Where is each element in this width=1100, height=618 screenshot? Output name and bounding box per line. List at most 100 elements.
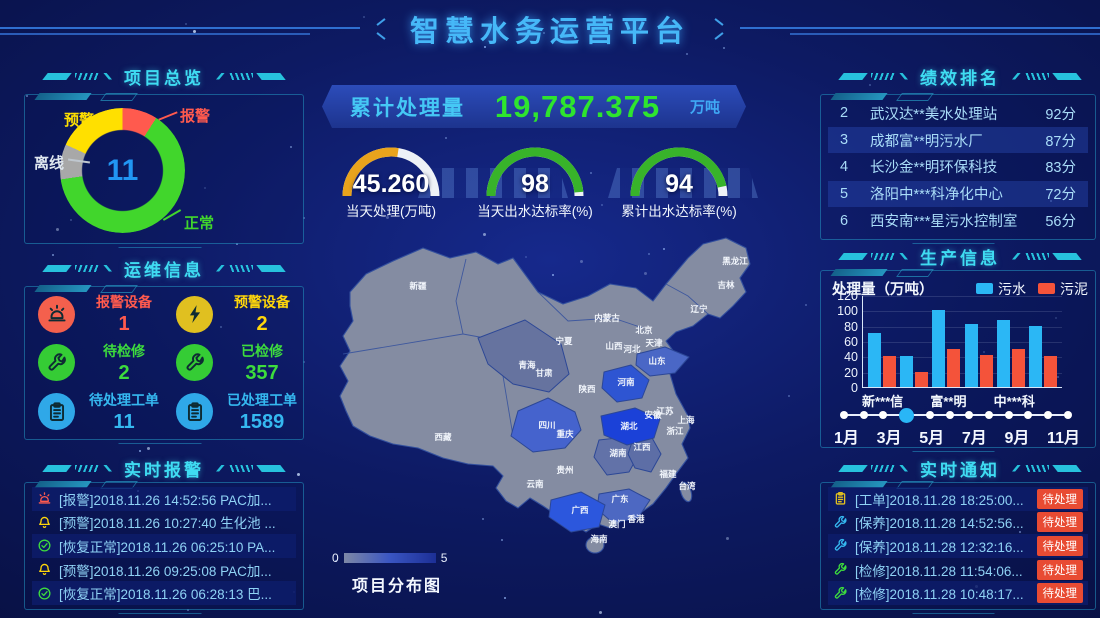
province-label-安徽[interactable]: 安徽 [644,410,662,420]
notification-row[interactable]: [保养]2018.11.28 14:52:56... 待处理 [828,511,1088,535]
province-label-台湾[interactable]: 台湾 [678,481,696,491]
province-label-甘肃[interactable]: 甘肃 [535,368,553,378]
ops-item-1[interactable]: 预警设备 2 [164,290,302,339]
pending-badge[interactable]: 待处理 [1036,512,1083,533]
province-label-贵州[interactable]: 贵州 [556,465,573,475]
province-label-天津[interactable]: 天津 [645,338,663,348]
province-label-内蒙古[interactable]: 内蒙古 [594,313,620,323]
province-label-云南[interactable]: 云南 [526,479,544,489]
timeline-month[interactable]: 5月 [919,430,945,447]
timeline-dot-8[interactable] [985,411,994,419]
timeline-dot-12[interactable] [1063,411,1072,419]
gauge-value: 94 [665,170,693,198]
province-label-江西[interactable]: 江西 [633,442,651,452]
pending-badge[interactable]: 待处理 [1036,583,1083,604]
donut-label-offline[interactable]: 离线 [34,155,65,172]
province-label-河南[interactable]: 河南 [617,377,635,387]
pending-badge[interactable]: 待处理 [1036,559,1083,580]
timeline-dot-4[interactable] [899,407,915,423]
timeline-month[interactable]: 9月 [1004,430,1030,447]
province-label-吉林[interactable]: 吉林 [717,280,735,290]
province-label-广东[interactable]: 广东 [611,494,629,504]
province-label-湖南[interactable]: 湖南 [609,448,627,458]
province-label-重庆[interactable]: 重庆 [556,429,574,439]
bar-sewage[interactable] [900,356,914,387]
province-label-澳门[interactable]: 澳门 [608,519,625,529]
province-label-四川[interactable]: 四川 [538,420,555,430]
bar-sludge[interactable] [1043,356,1057,387]
bar-sludge[interactable] [915,372,929,387]
timeline-dot-3[interactable] [879,411,888,419]
province-label-青海[interactable]: 青海 [518,360,536,370]
province-label-新疆[interactable]: 新疆 [409,281,427,291]
province-label-陕西[interactable]: 陕西 [578,384,596,394]
ops-item-4[interactable]: 待处理工单 11 [26,387,164,436]
bar-sewage[interactable] [964,324,978,387]
pending-badge[interactable]: 待处理 [1036,535,1083,556]
notification-row[interactable]: [检修]2018.11.28 11:54:06... 待处理 [828,558,1088,582]
province-label-浙江[interactable]: 浙江 [666,426,684,436]
timeline-dot-11[interactable] [1044,411,1053,419]
project-status-donut-chart[interactable]: 11 [60,108,185,233]
ranking-row[interactable]: 4 长沙金**明环保科技 83分 [828,154,1088,180]
bar-sludge[interactable] [947,349,961,387]
province-label-福建[interactable]: 福建 [658,469,677,479]
china-map[interactable]: 新疆 黑龙江吉林辽宁北京天津河北山西 内蒙古宁夏青海甘肃陕西 山东河南江苏安徽上海浙江… [313,226,783,571]
province-label-山东[interactable]: 山东 [648,356,666,366]
province-label-山西[interactable]: 山西 [605,341,623,351]
timeline-dot-1[interactable] [840,411,848,419]
timeline-dot-9[interactable] [1004,411,1013,419]
ops-item-3[interactable]: 已检修 357 [164,339,302,388]
timeline-month[interactable]: 3月 [876,430,902,447]
timeline-dot-6[interactable] [945,411,954,419]
ranking-row[interactable]: 5 洛阳中***科净化中心 72分 [828,180,1088,207]
donut-label-warning[interactable]: 预警 [64,112,95,129]
timeline-month[interactable]: 11月 [1047,430,1080,447]
alarm-row[interactable]: [预警]2018.11.26 09:25:08 PAC加... [32,558,296,582]
timeline-month[interactable]: 7月 [961,430,987,447]
bar-sewage[interactable] [1028,326,1042,387]
ops-item-2[interactable]: 待检修 2 [26,339,164,388]
province-label-黑龙江[interactable]: 黑龙江 [722,256,748,266]
province-label-北京[interactable]: 北京 [635,325,653,335]
province-label-辽宁[interactable]: 辽宁 [690,304,708,314]
ranking-row[interactable]: 2 武汉达**美水处理站 92分 [828,100,1088,126]
province-label-海南[interactable]: 海南 [590,534,608,544]
bar-sewage[interactable] [868,333,882,387]
alarm-row[interactable]: [恢复正常]2018.11.26 06:28:13 巴... [32,581,296,605]
bar-sludge[interactable] [1011,349,1025,387]
ops-item-0[interactable]: 报警设备 1 [26,290,164,339]
pending-badge[interactable]: 待处理 [1036,488,1083,509]
bar-sludge[interactable] [883,356,897,387]
legend-item-sludge[interactable]: 污泥 [1038,279,1088,299]
donut-label-alarm[interactable]: 报警 [180,108,211,125]
notification-row[interactable]: [工单]2018.11.28 18:25:00... 待处理 [828,487,1088,511]
province-label-河北[interactable]: 河北 [623,344,641,354]
gauge-label: 当天出水达标率(%) [477,204,593,219]
timeline-dot-2[interactable] [859,411,868,419]
timeline-month[interactable]: 1月 [834,430,859,447]
timeline-dot-10[interactable] [1024,411,1033,419]
province-label-广西[interactable]: 广西 [571,505,589,515]
alarm-row[interactable]: [恢复正常]2018.11.26 06:25:10 PA... [32,534,296,558]
notification-row[interactable]: [检修]2018.11.28 10:48:17... 待处理 [828,581,1088,605]
ops-item-5[interactable]: 已处理工单 1589 [164,387,302,436]
ranking-row[interactable]: 3 成都富**明污水厂 87分 [828,127,1088,154]
province-label-西藏[interactable]: 西藏 [434,432,452,442]
alarm-row[interactable]: [预警]2018.11.26 10:27:40 生化池 ... [32,511,296,535]
province-label-江苏[interactable]: 江苏 [656,406,674,416]
timeline-dot-7[interactable] [965,411,974,419]
alarm-row[interactable]: [报警]2018.11.26 14:52:56 PAC加... [32,487,296,511]
donut-label-normal[interactable]: 正常 [184,215,215,232]
bar-sewage[interactable] [996,320,1010,387]
province-label-上海[interactable]: 上海 [677,415,695,425]
province-label-宁夏[interactable]: 宁夏 [555,336,573,346]
bar-sludge[interactable] [979,355,993,387]
bar-sewage[interactable] [932,310,946,387]
notification-row[interactable]: [保养]2018.11.28 12:32:16... 待处理 [828,534,1088,558]
province-label-湖北[interactable]: 湖北 [620,421,638,431]
legend-item-sewage[interactable]: 污水 [976,279,1026,299]
ranking-row[interactable]: 6 西安南***星污水控制室 56分 [828,208,1088,234]
province-label-香港[interactable]: 香港 [626,514,645,524]
timeline-dot-5[interactable] [925,411,934,419]
